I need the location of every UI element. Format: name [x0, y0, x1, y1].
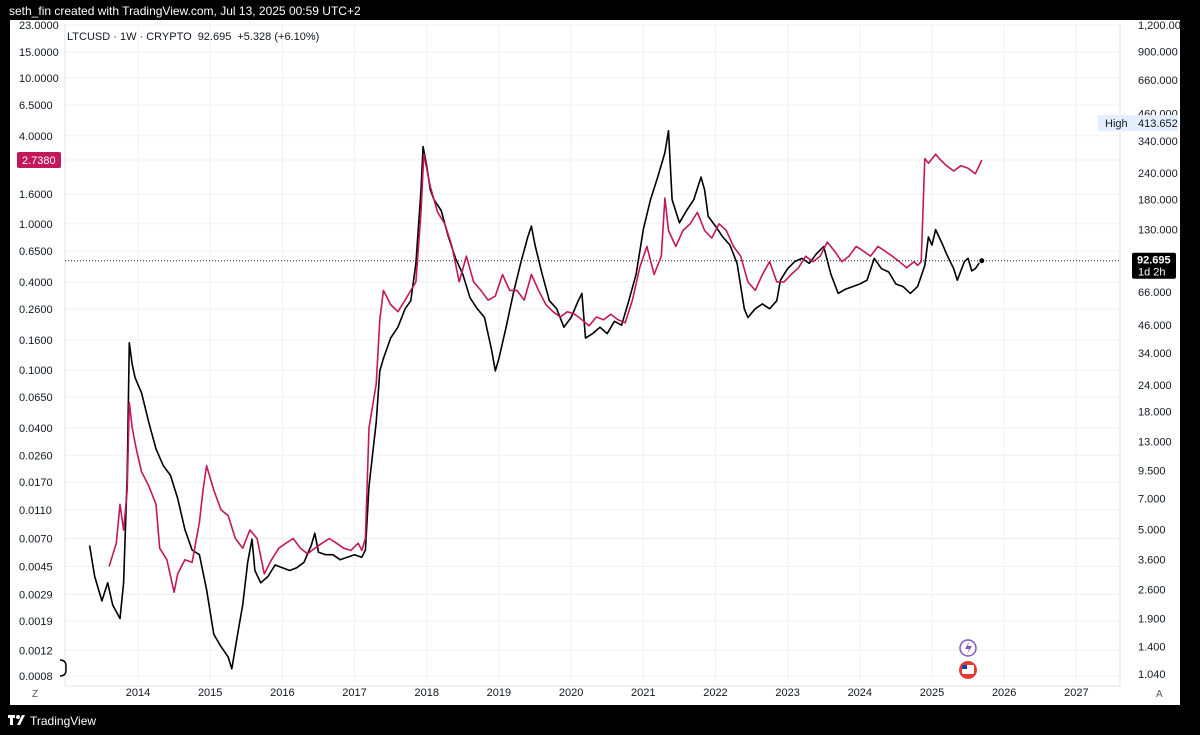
right-axis-tick-label: 240.000 — [1138, 168, 1178, 180]
left-axis-tick-label: 0.4000 — [19, 277, 53, 289]
left-axis-tick-label: 6.5000 — [19, 100, 53, 112]
left-axis-tick-label: 0.0400 — [19, 423, 53, 435]
left-axis-tick-label: 0.0008 — [19, 671, 53, 683]
left-axis-tick-label: 0.0260 — [19, 450, 53, 462]
right-axis-tick-label: 13.000 — [1138, 437, 1172, 449]
time-axis-tick-label: 2019 — [487, 687, 511, 699]
symbol-legend: LTCUSD · 1W · CRYPTO 92.695 +5.328 (+6.10%… — [67, 31, 319, 43]
right-axis-tick-label: 660.000 — [1138, 75, 1178, 87]
time-axis-tick-label: 2024 — [848, 687, 872, 699]
footer: TradingView — [0, 707, 1200, 735]
right-axis-tick-label: 7.000 — [1138, 493, 1166, 505]
time-axis-tick-label: 2022 — [703, 687, 727, 699]
chart-svg[interactable]: 23.0000 15.0000 10.0000 6.5000 4.0000 1.6000 1… — [10, 20, 1187, 705]
comparison-series-line — [108, 153, 983, 593]
time-axis-tick-label: 2020 — [559, 687, 583, 699]
time-axis-tick-label: 2026 — [992, 687, 1016, 699]
left-axis-tick-label: 23.0000 — [19, 20, 59, 32]
left-axis-tick-label: 0.1000 — [19, 365, 53, 377]
high-label: High — [1105, 118, 1128, 130]
right-axis-tick-label: 9.500 — [1138, 465, 1166, 477]
time-axis-tick-label: 2014 — [126, 687, 150, 699]
chart-background — [10, 20, 1180, 705]
time-axis-tick-label: 2027 — [1064, 687, 1088, 699]
time-axis-tick-label: 2017 — [342, 687, 366, 699]
legend-change: +5.328 (+6.10%) — [237, 31, 319, 43]
flag-canton-icon — [962, 665, 967, 669]
left-axis-tick-label: 1.0000 — [19, 219, 53, 231]
right-axis-tick-label: 34.000 — [1138, 348, 1172, 360]
ltcusd-price-line — [88, 130, 983, 670]
footer-brand: TradingView — [30, 714, 97, 728]
left-axis-tick-label: 1.6000 — [19, 189, 53, 201]
last-price-marker — [978, 257, 986, 265]
left-axis-tick-label: 0.1600 — [19, 335, 53, 347]
time-axis-tick-label: 2023 — [775, 687, 799, 699]
right-axis-tick-label: 1.900 — [1138, 614, 1166, 626]
chart-header: seth_fin created with TradingView.com, J… — [0, 0, 1200, 22]
time-axis-tick-label: 2025 — [920, 687, 944, 699]
right-axis-tick-label: 130.000 — [1138, 225, 1178, 237]
right-axis-tick-label: 18.000 — [1138, 407, 1172, 419]
left-axis-tick-label: 4.0000 — [19, 131, 53, 143]
left-axis-tick-label: 0.0012 — [19, 645, 53, 657]
lightning-glyph-icon — [965, 642, 972, 654]
scale-bracket-icon — [59, 659, 67, 677]
current-price-badge — [1132, 252, 1176, 279]
left-axis-tick-label: 0.0170 — [19, 477, 53, 489]
right-axis-tick-label: 180.000 — [1138, 195, 1178, 207]
high-badge — [1098, 115, 1178, 132]
time-axis-tick-label: 2016 — [270, 687, 294, 699]
left-axis-tick-label: 0.6500 — [19, 246, 53, 258]
left-value-badge — [17, 151, 61, 168]
legend-price: 92.695 — [198, 31, 232, 43]
tradingview-logo-icon — [8, 715, 25, 725]
right-axis-tick-label: 1.400 — [1138, 642, 1166, 654]
right-axis-tick-label: 900.000 — [1138, 46, 1178, 58]
right-axis-tick-label: 66.000 — [1138, 287, 1172, 299]
left-axis-tick-label: 0.0045 — [19, 561, 53, 573]
bar-countdown-text: 1d 2h — [1138, 267, 1166, 279]
right-axis-tick-label: 2.600 — [1138, 585, 1166, 597]
chart-area[interactable]: 23.0000 15.0000 10.0000 6.5000 4.0000 1.6000 1… — [10, 20, 1187, 705]
left-axis-tick-label: 0.0019 — [19, 616, 53, 628]
right-axis-tick-label: 3.600 — [1138, 555, 1166, 567]
left-axis-tick-label: 15.0000 — [19, 47, 59, 59]
right-axis-tick-label: 340.000 — [1138, 136, 1178, 148]
left-axis-tick-label: 10.0000 — [19, 73, 59, 85]
current-price-text: 92.695 — [1137, 255, 1171, 267]
left-axis-tick-label: 0.0650 — [19, 392, 53, 404]
left-axis-tick-label: 0.0029 — [19, 589, 53, 601]
right-axis-tick-label: 1,200.000 — [1138, 20, 1180, 32]
left-axis-tick-label: 0.0110 — [19, 505, 52, 517]
symbol-info: LTCUSD · 1W · CRYPTO — [67, 31, 192, 43]
right-axis-tick-label: 46.000 — [1138, 320, 1172, 332]
log-scale-toggle[interactable]: Z — [32, 689, 38, 700]
high-value: 413.652 — [1138, 118, 1178, 130]
left-value-badge-text: 2.7380 — [22, 155, 56, 167]
right-axis-tick-label: 24.000 — [1138, 380, 1172, 392]
left-axis-tick-label: 0.0070 — [19, 533, 53, 545]
left-axis-tick-label: 0.2600 — [19, 304, 53, 316]
auto-scale-toggle[interactable]: A — [1156, 689, 1163, 700]
time-axis-tick-label: 2021 — [631, 687, 655, 699]
time-axis-tick-label: 2015 — [198, 687, 222, 699]
right-axis-tick-label: 5.000 — [1138, 524, 1166, 536]
time-axis-tick-label: 2018 — [414, 687, 438, 699]
right-axis-tick-label: 1.040 — [1138, 669, 1166, 681]
